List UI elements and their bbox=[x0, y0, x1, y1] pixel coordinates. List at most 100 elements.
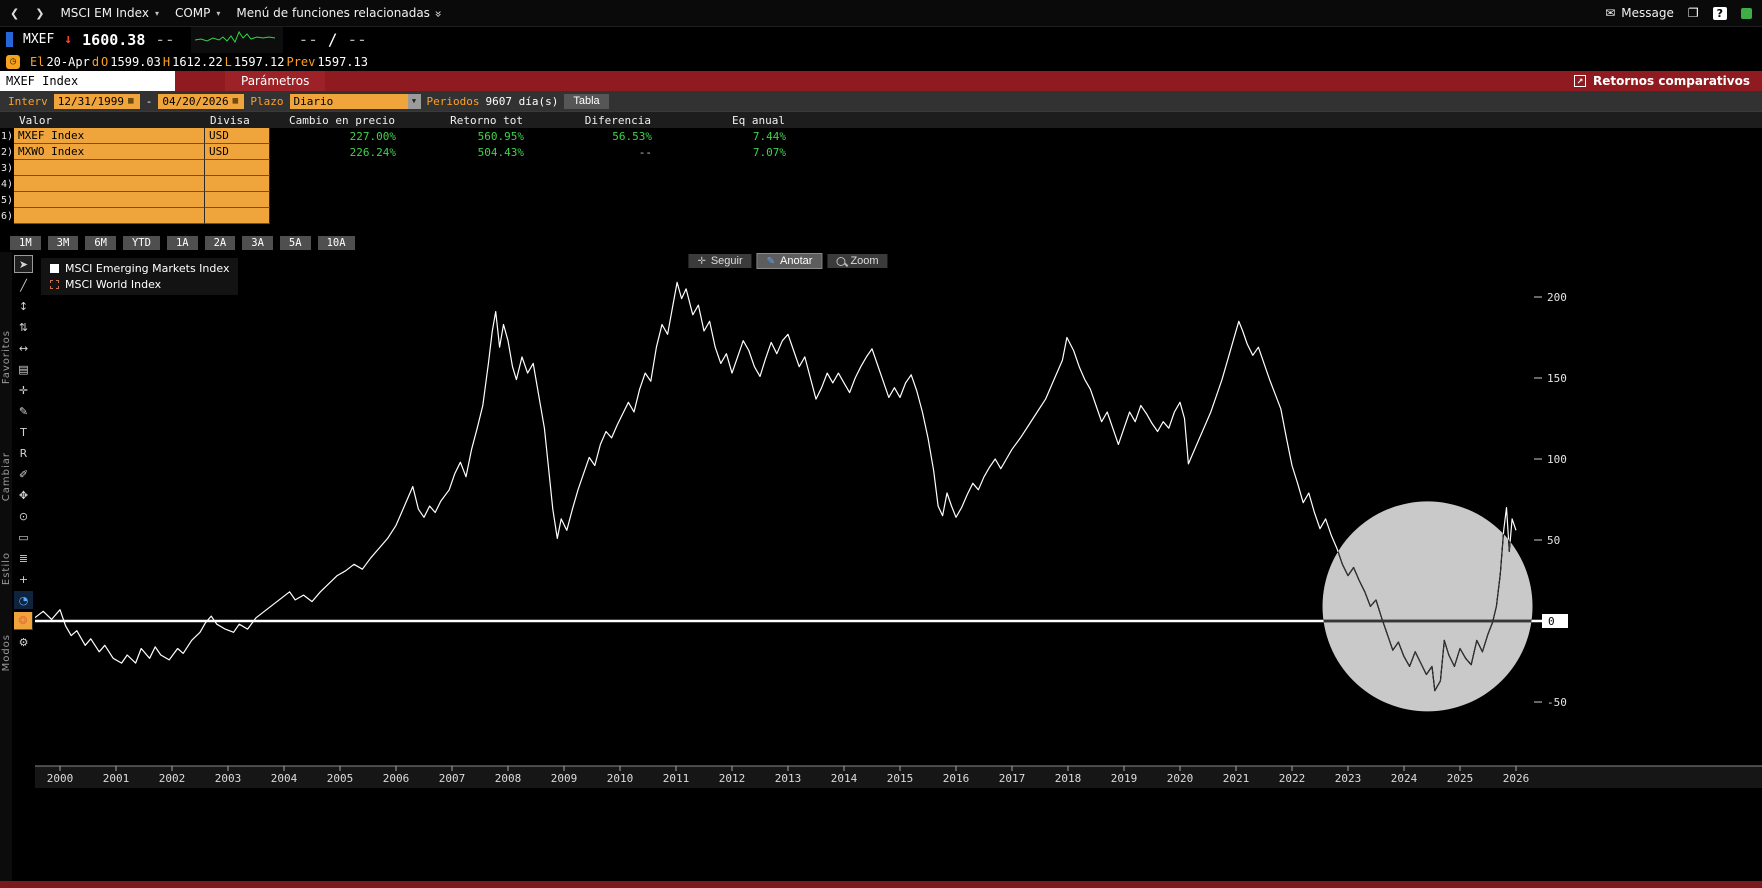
diferencia-value bbox=[528, 176, 656, 192]
menu-security[interactable]: MSCI EM Index ▾ bbox=[60, 6, 159, 20]
valor-field[interactable]: MXWO Index bbox=[14, 144, 205, 160]
panels-icon[interactable]: ❐ bbox=[1687, 6, 1699, 20]
divisa-field[interactable] bbox=[205, 176, 270, 192]
shape-tool[interactable]: ▭ bbox=[18, 530, 29, 544]
column-header: Divisa bbox=[210, 113, 250, 127]
legend-item[interactable]: MSCI World Index bbox=[50, 278, 229, 291]
chart-tool-zoom[interactable]: Zoom bbox=[827, 254, 888, 268]
settings-tool[interactable]: ⚙ bbox=[18, 635, 29, 649]
price-chart[interactable]: 2000 2001 2002 2003 2004 2005 2006 2007 2008 2009… bbox=[35, 252, 1762, 881]
svg-text:2005: 2005 bbox=[327, 772, 354, 785]
period-tab-10a[interactable]: 10A bbox=[317, 236, 355, 250]
dropdown-arrow-icon[interactable]: ▼ bbox=[407, 93, 421, 109]
valor-field[interactable] bbox=[14, 208, 205, 224]
function-name-label: Retornos comparativos bbox=[1592, 74, 1750, 88]
chart-region: Favoritos Cambiar Estilo Modos ➤ ╱ ↕ ⇅ ↔ ▤ ✛ ✎ T R ✐ ✥… bbox=[0, 252, 1762, 881]
chart-tool-seguir[interactable]: ✛ Seguir bbox=[688, 254, 752, 268]
divisa-field[interactable]: USD bbox=[205, 144, 270, 160]
period-tab-1a[interactable]: 1A bbox=[166, 236, 198, 250]
svg-text:200: 200 bbox=[1547, 291, 1567, 304]
svg-text:2003: 2003 bbox=[215, 772, 242, 785]
period-tab-ytd[interactable]: YTD bbox=[122, 236, 160, 250]
envelope-icon: ✉ bbox=[1605, 6, 1616, 20]
chart-tool-label: Seguir bbox=[710, 255, 743, 267]
pencil-tool[interactable]: ✎ bbox=[18, 404, 29, 418]
svg-text:2001: 2001 bbox=[103, 772, 130, 785]
row-number: 5) bbox=[0, 194, 13, 206]
retorno-tot-value bbox=[400, 208, 528, 224]
divisa-field[interactable] bbox=[205, 192, 270, 208]
layers-tool[interactable]: ≣ bbox=[18, 551, 29, 565]
move-tool[interactable]: ✥ bbox=[18, 488, 29, 502]
function-name[interactable]: ↗ Retornos comparativos bbox=[1573, 74, 1762, 88]
annotate-tool[interactable]: ✐ bbox=[18, 467, 29, 481]
help-button[interactable]: ? bbox=[1712, 6, 1727, 20]
divisa-field[interactable] bbox=[205, 160, 270, 176]
legend-item[interactable]: MSCI Emerging Markets Index bbox=[50, 262, 229, 275]
svg-text:2018: 2018 bbox=[1055, 772, 1082, 785]
period-tab-3a[interactable]: 3A bbox=[242, 236, 273, 250]
rail-section-favoritos: Favoritos bbox=[1, 330, 12, 385]
date-from-field[interactable]: 12/31/1999 ▦ bbox=[53, 93, 140, 109]
quote-token: 1597.12 bbox=[233, 54, 285, 69]
period-tab-3m[interactable]: 3M bbox=[47, 236, 79, 250]
period-tab-1m[interactable]: 1M bbox=[10, 236, 41, 250]
bars-tool[interactable]: ⇅ bbox=[18, 320, 29, 334]
message-label: Message bbox=[1621, 6, 1674, 20]
quote-token: 20-Apr bbox=[46, 54, 90, 69]
svg-text:2008: 2008 bbox=[495, 772, 522, 785]
forward-arrow-icon[interactable]: ❯ bbox=[35, 6, 45, 20]
bottom-border-strip bbox=[0, 881, 1762, 888]
date-from-value: 12/31/1999 bbox=[57, 94, 124, 108]
legend-label: MSCI World Index bbox=[65, 278, 162, 291]
valor-field[interactable] bbox=[14, 192, 205, 208]
curve-tool[interactable]: ◔ bbox=[14, 591, 33, 609]
annotation-circle[interactable] bbox=[1322, 501, 1533, 712]
divisa-field[interactable]: USD bbox=[205, 128, 270, 144]
add-tool[interactable]: + bbox=[18, 572, 29, 586]
text-tool[interactable]: T bbox=[20, 425, 27, 439]
pin-tool[interactable]: ⊙ bbox=[18, 509, 29, 523]
divisa-field[interactable] bbox=[205, 208, 270, 224]
svg-text:50: 50 bbox=[1547, 534, 1560, 547]
tab-parametros[interactable]: Parámetros bbox=[225, 71, 326, 91]
calendar-icon[interactable]: ▦ bbox=[127, 96, 134, 106]
svg-text:2025: 2025 bbox=[1447, 772, 1474, 785]
valor-field[interactable]: MXEF Index bbox=[14, 128, 205, 144]
valor-field[interactable] bbox=[14, 176, 205, 192]
message-button[interactable]: ✉ Message bbox=[1605, 6, 1674, 20]
security-input-box[interactable]: MXEF Index bbox=[0, 71, 175, 91]
svg-text:2000: 2000 bbox=[47, 772, 74, 785]
tabla-button[interactable]: Tabla bbox=[564, 93, 609, 109]
svg-text:2009: 2009 bbox=[551, 772, 578, 785]
period-tab-5a[interactable]: 5A bbox=[279, 236, 311, 250]
palette-tool[interactable]: ❂ bbox=[14, 612, 33, 630]
ohlc-bar: ◷ El 20-Apr d O 1599.03 H 1612.22 L 1597.12 Prev 1… bbox=[0, 52, 1762, 71]
period-tab-2a[interactable]: 2A bbox=[204, 236, 236, 250]
diferencia-value: -- bbox=[638, 145, 652, 159]
crosshair-tool[interactable]: ✛ bbox=[18, 383, 29, 397]
period-tab-6m[interactable]: 6M bbox=[85, 236, 116, 250]
menu-related-functions[interactable]: Menú de funciones relacionadas » bbox=[236, 6, 445, 20]
chart-tool-anotar[interactable]: ✎ Anotar bbox=[756, 253, 823, 269]
calendar-icon[interactable]: ▦ bbox=[232, 96, 239, 106]
pointer-tool[interactable]: ➤ bbox=[14, 255, 33, 273]
column-header: Diferencia bbox=[584, 113, 651, 127]
security-quote-bar: MXEF ↓ 1600.38 -- -- / -- bbox=[0, 26, 1762, 53]
top-menu-bar: ❮ ❯ MSCI EM Index ▾ COMP ▾ Menú de funci… bbox=[0, 0, 1762, 27]
trendline-tool[interactable]: ╱ bbox=[20, 278, 27, 292]
menu-function[interactable]: COMP ▾ bbox=[175, 6, 220, 20]
updown-tool[interactable]: ↕ bbox=[18, 299, 29, 313]
width-tool[interactable]: ↔ bbox=[18, 341, 29, 355]
status-green-icon bbox=[1741, 7, 1752, 19]
delayed-clock-icon: ◷ bbox=[6, 54, 20, 69]
valor-field[interactable] bbox=[14, 160, 205, 176]
row-number: 3) bbox=[0, 162, 13, 174]
plazo-select[interactable]: Diario bbox=[289, 93, 408, 109]
regression-tool[interactable]: R bbox=[19, 446, 28, 460]
date-to-field[interactable]: 04/20/2026 ▦ bbox=[158, 93, 245, 109]
quote-token: L bbox=[224, 54, 232, 69]
panel-tool[interactable]: ▤ bbox=[18, 362, 29, 376]
rail-section-cambiar: Cambiar bbox=[1, 452, 12, 502]
back-arrow-icon[interactable]: ❮ bbox=[10, 6, 20, 20]
